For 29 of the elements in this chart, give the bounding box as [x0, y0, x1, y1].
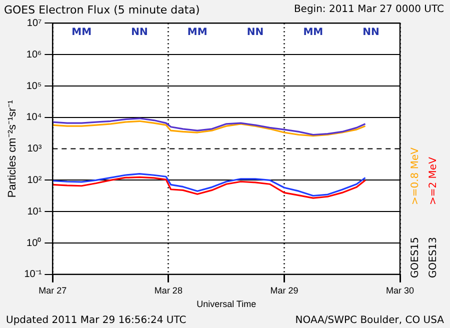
- y-axis-title: Particles cm⁻²s⁻¹sr⁻¹: [6, 100, 19, 198]
- y-tick-label: 10²: [27, 174, 42, 186]
- x-tick-label: Mar 27: [38, 285, 67, 296]
- x-tick-label: Mar 28: [154, 285, 182, 296]
- annotation: MM: [187, 26, 208, 38]
- text: GOES15: [410, 236, 421, 278]
- y-tick-label: 10³: [27, 144, 42, 155]
- annotation: NN: [131, 26, 148, 38]
- text: NOAA/SWPC Boulder, CO USA: [295, 315, 444, 326]
- y-tick-label: 10⁻¹: [24, 269, 42, 280]
- x-tick-label: Mar 29: [270, 285, 298, 296]
- y-tick-label: 10⁶: [26, 49, 42, 60]
- x-tick-label: Mar 30: [386, 285, 414, 296]
- x-axis-title: Universal Time: [196, 299, 256, 310]
- y-tick-label: 10⁴: [26, 112, 42, 124]
- text: >=2 MeV: [428, 157, 439, 205]
- text: Updated 2011 Mar 29 16:56:24 UTC: [6, 315, 186, 326]
- y-tick-label: 10¹: [27, 206, 42, 218]
- y-tick-label: 10⁷: [26, 18, 42, 29]
- text: GOES13: [428, 236, 439, 278]
- chart-title: GOES Electron Flux (5 minute data): [4, 3, 200, 16]
- text: >=0.8 MeV: [410, 148, 421, 205]
- annotation: NN: [246, 26, 264, 38]
- annotation: NN: [362, 26, 380, 38]
- y-tick-label: 10⁰: [26, 236, 42, 249]
- text: Begin: 2011 Mar 27 0000 UTC: [294, 4, 444, 15]
- annotation: MM: [72, 26, 92, 38]
- annotation: MM: [303, 26, 324, 38]
- y-tick-label: 10⁵: [26, 80, 42, 92]
